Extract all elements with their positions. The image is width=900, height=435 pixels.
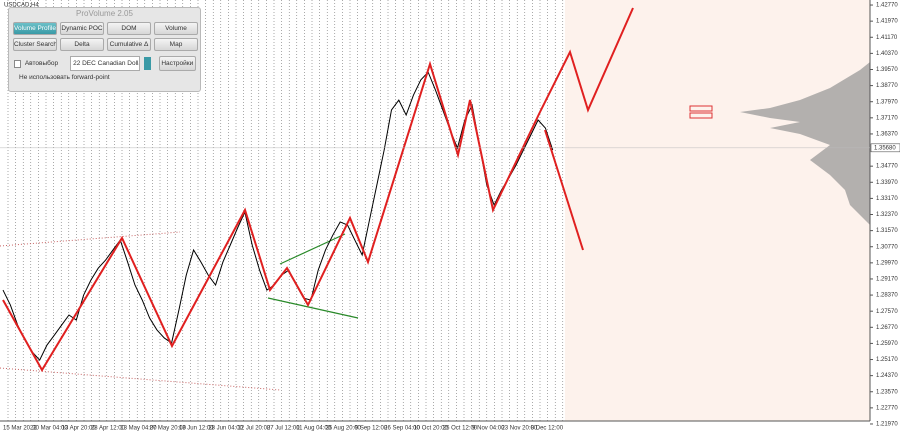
x-tick-label: 30 Mar 04:00 xyxy=(32,426,68,432)
y-tick-label: 1.40370 xyxy=(876,51,898,57)
y-tick-label: 1.38770 xyxy=(876,83,898,89)
x-tick-label: 28 Jun 04:00 xyxy=(208,426,243,432)
x-tick-label: 12 Jul 20:00 xyxy=(238,426,271,432)
y-tick-label: 1.42770 xyxy=(876,3,898,9)
channel-line xyxy=(0,367,281,391)
future-area xyxy=(565,0,870,421)
y-tick-label: 1.32370 xyxy=(876,212,898,218)
y-tick-label: 1.33970 xyxy=(876,180,898,186)
y-tick-label: 1.37170 xyxy=(876,115,898,121)
x-tick-label: 13 Apr 20:00 xyxy=(62,426,97,432)
panel-button[interactable]: Map xyxy=(154,38,198,51)
y-tick-label: 1.29970 xyxy=(876,260,898,266)
x-tick-label: 8 Dec 12:00 xyxy=(531,426,564,432)
button-grid: Volume Profile Dynamic POC DOM Volume Cluste… xyxy=(9,20,200,53)
panel-button[interactable]: Dynamic POC xyxy=(60,22,104,35)
forecast-line xyxy=(544,129,584,251)
y-tick-label: 1.34770 xyxy=(876,164,898,170)
y-tick-label: 1.33170 xyxy=(876,196,898,202)
x-tick-label: 23 Nov 20:00 xyxy=(501,426,537,432)
x-tick-label: 13 Jun 12:00 xyxy=(179,426,214,432)
x-tick-label: 27 Jul 12:00 xyxy=(267,426,300,432)
y-tick-label: 1.25970 xyxy=(876,341,898,347)
panel-button[interactable]: Cumulative Δ xyxy=(107,38,151,51)
panel-title: ProVolume 2.05 xyxy=(76,9,133,18)
current-price-box xyxy=(870,143,900,153)
y-tick-label: 1.36370 xyxy=(876,132,898,138)
y-tick-label: 1.22770 xyxy=(876,405,898,411)
panel-button[interactable]: DOM xyxy=(107,22,151,35)
x-tick-label: 15 Mar 2022 xyxy=(3,426,37,432)
y-tick-label: 1.39570 xyxy=(876,67,898,73)
panel-button[interactable]: Volume Profile xyxy=(13,22,57,35)
x-tick-label: 10 Oct 20:00 xyxy=(413,426,448,432)
panel-button[interactable]: Delta xyxy=(60,38,104,51)
y-tick-label: 1.21970 xyxy=(876,422,898,428)
trend-line xyxy=(279,233,346,265)
x-tick-label: 11 Aug 04:00 xyxy=(296,426,332,432)
zigzag xyxy=(2,7,634,372)
price-line xyxy=(2,71,554,362)
x-tick-label: 25 Aug 20:00 xyxy=(326,426,362,432)
provolume-panel: ProVolume 2.05 Volume Profile Dynamic POC… xyxy=(8,7,201,92)
auto-select-label[interactable]: Автовыбор xyxy=(24,60,59,67)
y-tick-label: 1.25170 xyxy=(876,357,898,363)
channel-line xyxy=(0,231,181,247)
series-layer xyxy=(2,71,554,362)
settings-button[interactable]: Настройки xyxy=(158,56,196,71)
y-tick-label: 1.41970 xyxy=(876,19,898,25)
x-tick-label: 9 Sep 12:00 xyxy=(355,426,388,432)
x-tick-label: 13 May 04:00 xyxy=(120,426,157,432)
forward-point-note: Не использовать forward-point xyxy=(19,74,110,81)
y-tick-label: 1.23570 xyxy=(876,389,898,395)
y-tick-label: 1.28370 xyxy=(876,293,898,299)
panel-button[interactable]: Volume xyxy=(154,22,198,35)
instrument-select[interactable]: 22 DEC Canadian Dollar xyxy=(70,56,141,71)
trend-line xyxy=(267,297,359,319)
y-tick-label: 1.41170 xyxy=(876,35,898,41)
x-tick-label: 28 Apr 12:00 xyxy=(91,426,126,432)
level-box xyxy=(689,105,713,112)
x-tick-label: 9 Nov 04:00 xyxy=(472,426,505,432)
current-price-label: 1.35680 xyxy=(874,145,896,151)
y-tick-label: 1.37970 xyxy=(876,99,898,105)
x-tick-label: 25 Oct 12:00 xyxy=(443,426,478,432)
x-tick-label: 26 Sep 04:00 xyxy=(384,426,420,432)
select-arrow[interactable] xyxy=(144,57,151,70)
y-tick-label: 1.29170 xyxy=(876,277,898,283)
volume-profile xyxy=(740,62,870,225)
checkbox[interactable] xyxy=(14,59,21,68)
y-tick-label: 1.30770 xyxy=(876,244,898,250)
y-tick-label: 1.24370 xyxy=(876,373,898,379)
level-box xyxy=(689,112,713,119)
y-tick-label: 1.26770 xyxy=(876,325,898,331)
y-tick-label: 1.31570 xyxy=(876,228,898,234)
x-tick-label: 27 May 20:00 xyxy=(150,426,187,432)
options-row: Автовыбор 22 DEC Canadian Dollar Настрой… xyxy=(9,53,200,71)
y-tick-label: 1.27570 xyxy=(876,309,898,315)
chart-title: USDCAD,H4 xyxy=(4,3,39,9)
panel-button[interactable]: Cluster Search xyxy=(13,38,57,51)
